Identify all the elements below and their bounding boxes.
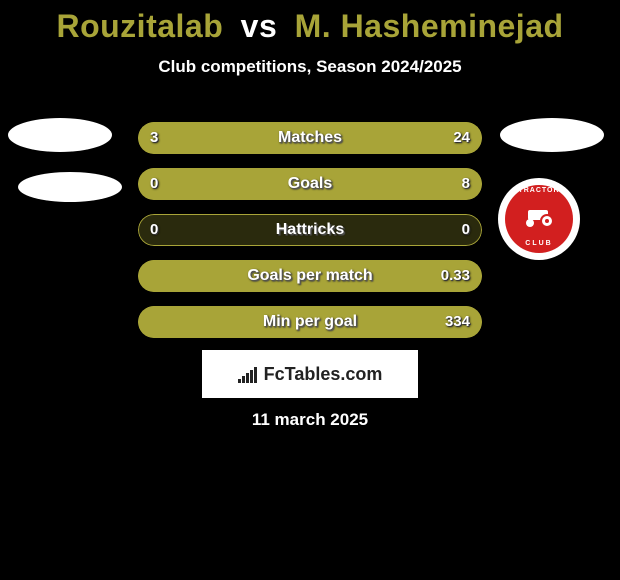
stat-label: Matches: [138, 122, 482, 154]
player2-avatar-placeholder: [500, 118, 604, 152]
player2-club-badge: TRACTOR CLUB: [498, 178, 580, 260]
stat-label: Hattricks: [138, 214, 482, 246]
stat-label: Goals: [138, 168, 482, 200]
club-badge-bottom-text: CLUB: [525, 240, 552, 247]
logo-text: FcTables.com: [264, 364, 383, 385]
stat-row: 324Matches: [138, 122, 482, 154]
stat-label: Goals per match: [138, 260, 482, 292]
fctables-logo[interactable]: FcTables.com: [202, 350, 418, 398]
stat-row: 00Hattricks: [138, 214, 482, 246]
stat-row: 0.33Goals per match: [138, 260, 482, 292]
vs-text: vs: [241, 8, 278, 44]
player1-club-placeholder: [18, 172, 122, 202]
stat-row: 334Min per goal: [138, 306, 482, 338]
club-badge-top-text: TRACTOR: [518, 187, 559, 194]
comparison-title: Rouzitalab vs M. Hasheminejad: [0, 0, 620, 45]
stat-row: 08Goals: [138, 168, 482, 200]
subtitle: Club competitions, Season 2024/2025: [0, 57, 620, 77]
stats-panel: 324Matches 08Goals 00Hattricks 0.33Goals pe…: [138, 122, 482, 352]
player2-name: M. Hasheminejad: [295, 8, 564, 44]
tractor-icon: [526, 208, 552, 228]
player1-avatar-placeholder: [8, 118, 112, 152]
logo-bars-icon: [238, 365, 258, 383]
date-text: 11 march 2025: [0, 410, 620, 430]
player1-name: Rouzitalab: [56, 8, 223, 44]
stat-label: Min per goal: [138, 306, 482, 338]
